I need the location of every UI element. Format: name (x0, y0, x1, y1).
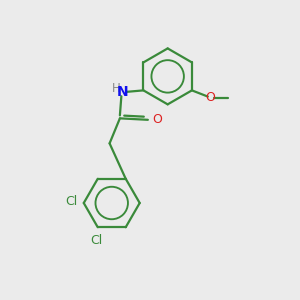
Text: H: H (112, 82, 120, 95)
Text: Cl: Cl (65, 195, 77, 208)
Text: O: O (152, 113, 162, 126)
Text: N: N (117, 85, 129, 99)
Text: O: O (205, 91, 215, 104)
Text: Cl: Cl (90, 234, 102, 247)
